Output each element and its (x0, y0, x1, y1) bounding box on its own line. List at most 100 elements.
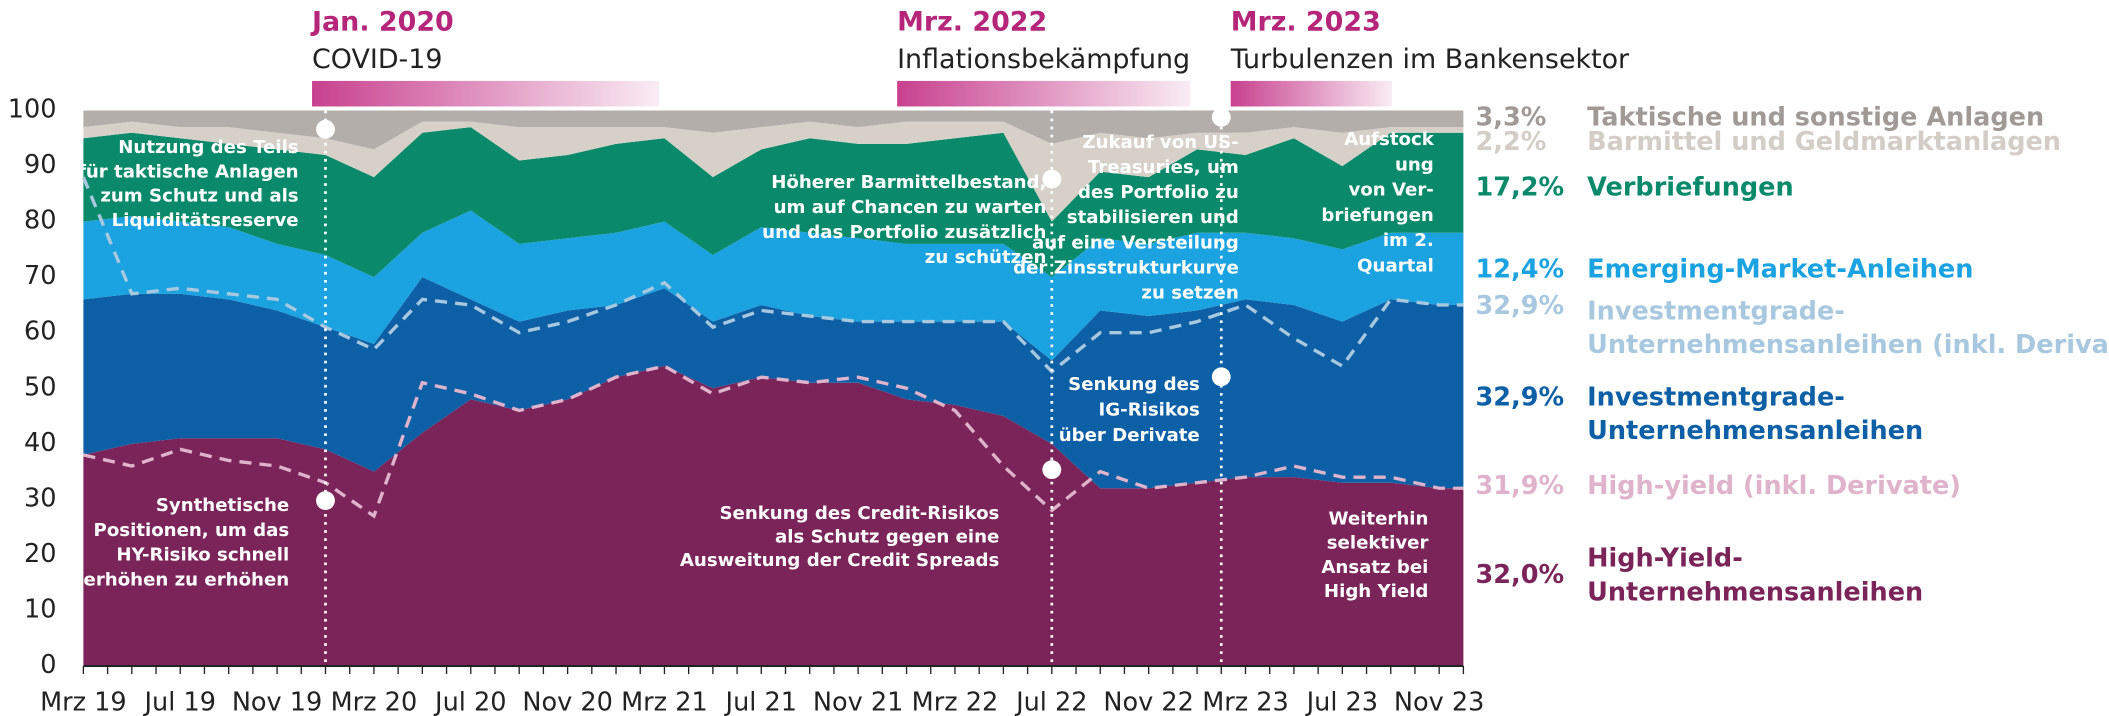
area (83, 277, 1464, 489)
x-tick-label: Jul 23 (1305, 688, 1378, 716)
event-bar (312, 80, 660, 107)
event-label: Turbulenzen im Bankensektor (1230, 44, 1630, 75)
legend-label: Barmittel und Geldmarktanlagen (1587, 127, 2061, 157)
annotation: selektiver (1327, 533, 1429, 554)
annotation: Zukauf von US- (1082, 132, 1238, 153)
annotation: HY-Risiko schnell (116, 545, 289, 566)
legend-label: Emerging-Market-Anleihen (1587, 255, 1973, 285)
annotation: Ansatz bei (1321, 557, 1428, 578)
area (83, 127, 1464, 278)
legend-value: 32,0% (1475, 560, 1564, 590)
y-tick-label: 50 (24, 372, 57, 402)
event-bar (1230, 80, 1393, 107)
annotation: Höherer Barmittelbestand, (771, 172, 1046, 193)
event-bar (897, 80, 1191, 107)
x-tick-label: Mrz 21 (621, 688, 708, 716)
legend-value: 17,2% (1475, 173, 1564, 203)
y-tick-label: 100 (8, 95, 57, 125)
annotation: für taktische Anlagen (78, 161, 299, 182)
annotation: Quartal (1357, 256, 1434, 277)
annotation: zu setzen (1141, 283, 1238, 304)
x-tick-label: Nov 19 (232, 688, 323, 716)
annotation: Positionen, um das (94, 520, 290, 541)
annotation: Synthetische (156, 495, 289, 516)
legend-value: 2,2% (1475, 127, 1546, 157)
annotation: briefungen (1321, 205, 1433, 226)
event-date: Mrz. 2022 (897, 7, 1047, 38)
annotation: Nutzung des Teils (118, 137, 298, 158)
event-date: Mrz. 2023 (1231, 7, 1381, 38)
annotation: auf eine Versteilung (1032, 232, 1239, 253)
marker-dot (1211, 107, 1231, 127)
annotation: der Zinsstrukturkurve (1013, 258, 1239, 279)
x-tick-label: Jul 22 (1014, 688, 1087, 716)
annotation: zum Schutz und als (100, 186, 298, 207)
y-tick-label: 0 (40, 650, 56, 680)
x-tick-label: Jul 21 (724, 688, 797, 716)
area (83, 210, 1464, 361)
x-tick-label: Jul 19 (143, 688, 216, 716)
annotation: um auf Chancen zu warten (774, 197, 1047, 218)
annotation: Senkung des (1068, 374, 1200, 395)
legend-value: 32,9% (1475, 382, 1564, 412)
annotation: erhöhen zu erhöhen (84, 570, 290, 591)
x-tick-label: Mrz 22 (912, 688, 999, 716)
legend-label: Unternehmensanleihen (1587, 577, 1923, 607)
dashed-line (83, 364, 1464, 519)
y-tick-label: 60 (24, 317, 57, 347)
annotation: Aufstock (1344, 129, 1435, 150)
annotation: des Portfolio zu (1078, 182, 1239, 203)
event-label: Inflationsbekämpfung (897, 44, 1190, 75)
area (83, 110, 1464, 150)
annotation: über Derivate (1059, 425, 1200, 446)
y-tick-label: 20 (24, 539, 57, 569)
x-tick-label: Nov 23 (1394, 688, 1485, 716)
marker-dot (316, 491, 335, 510)
annotation: im 2. (1383, 230, 1434, 251)
x-tick-label: Mrz 19 (40, 688, 127, 716)
legend-value: 12,4% (1475, 255, 1564, 285)
legend-label: Investmentgrade- (1587, 296, 1845, 326)
legend-value: 3,3% (1475, 103, 1546, 133)
legend-value: 32,9% (1475, 291, 1564, 321)
x-tick-label: Nov 21 (813, 688, 904, 716)
legend-label: Unternehmensanleihen (inkl. Derivate) (1587, 330, 2109, 360)
marker-dot (1211, 367, 1231, 387)
marker-dot (1042, 169, 1062, 189)
x-tick-label: Nov 22 (1103, 688, 1194, 716)
legend-label: High-Yield- (1587, 544, 1743, 574)
annotation: High Yield (1324, 581, 1428, 602)
area (83, 121, 1464, 222)
annotation: stabilisieren und (1067, 207, 1239, 228)
annotation: Treasuries, um (1088, 157, 1239, 178)
annotation: als Schutz gegen eine (775, 527, 999, 548)
y-tick-label: 80 (24, 206, 57, 236)
legend-label: Taktische und sonstige Anlagen (1587, 103, 2044, 133)
dashed-line (81, 176, 1464, 374)
y-tick-label: 90 (24, 150, 57, 180)
event-label: COVID-19 (312, 44, 442, 75)
y-tick-label: 30 (24, 483, 57, 513)
y-tick-label: 40 (24, 428, 57, 458)
marker-dot (316, 119, 335, 139)
annotation: und das Portfolio zusätzlich (762, 222, 1046, 243)
annotation: Liquiditätsreserve (112, 210, 299, 231)
annotation: Ausweitung der Credit Spreads (680, 550, 999, 571)
marker-dot (1042, 460, 1062, 480)
y-tick-label: 10 (24, 594, 57, 624)
annotation: zu schützen (925, 247, 1047, 268)
annotation: Senkung des Credit-Risikos (719, 503, 999, 524)
x-tick-label: Mrz 23 (1202, 688, 1289, 716)
x-tick-label: Mrz 20 (331, 688, 418, 716)
annotation: ung (1395, 154, 1434, 175)
event-date: Jan. 2020 (310, 7, 454, 38)
annotation: Weiterhin (1329, 508, 1429, 529)
annotation: IG-Risikos (1099, 399, 1200, 420)
legend-value: 31,9% (1475, 471, 1564, 501)
legend-label: High-yield (inkl. Derivate) (1587, 471, 1961, 501)
area (83, 366, 1464, 667)
annotation: von Ver- (1348, 180, 1433, 201)
legend-label: Unternehmensanleihen (1587, 416, 1923, 446)
legend-label: Investmentgrade- (1587, 382, 1845, 412)
